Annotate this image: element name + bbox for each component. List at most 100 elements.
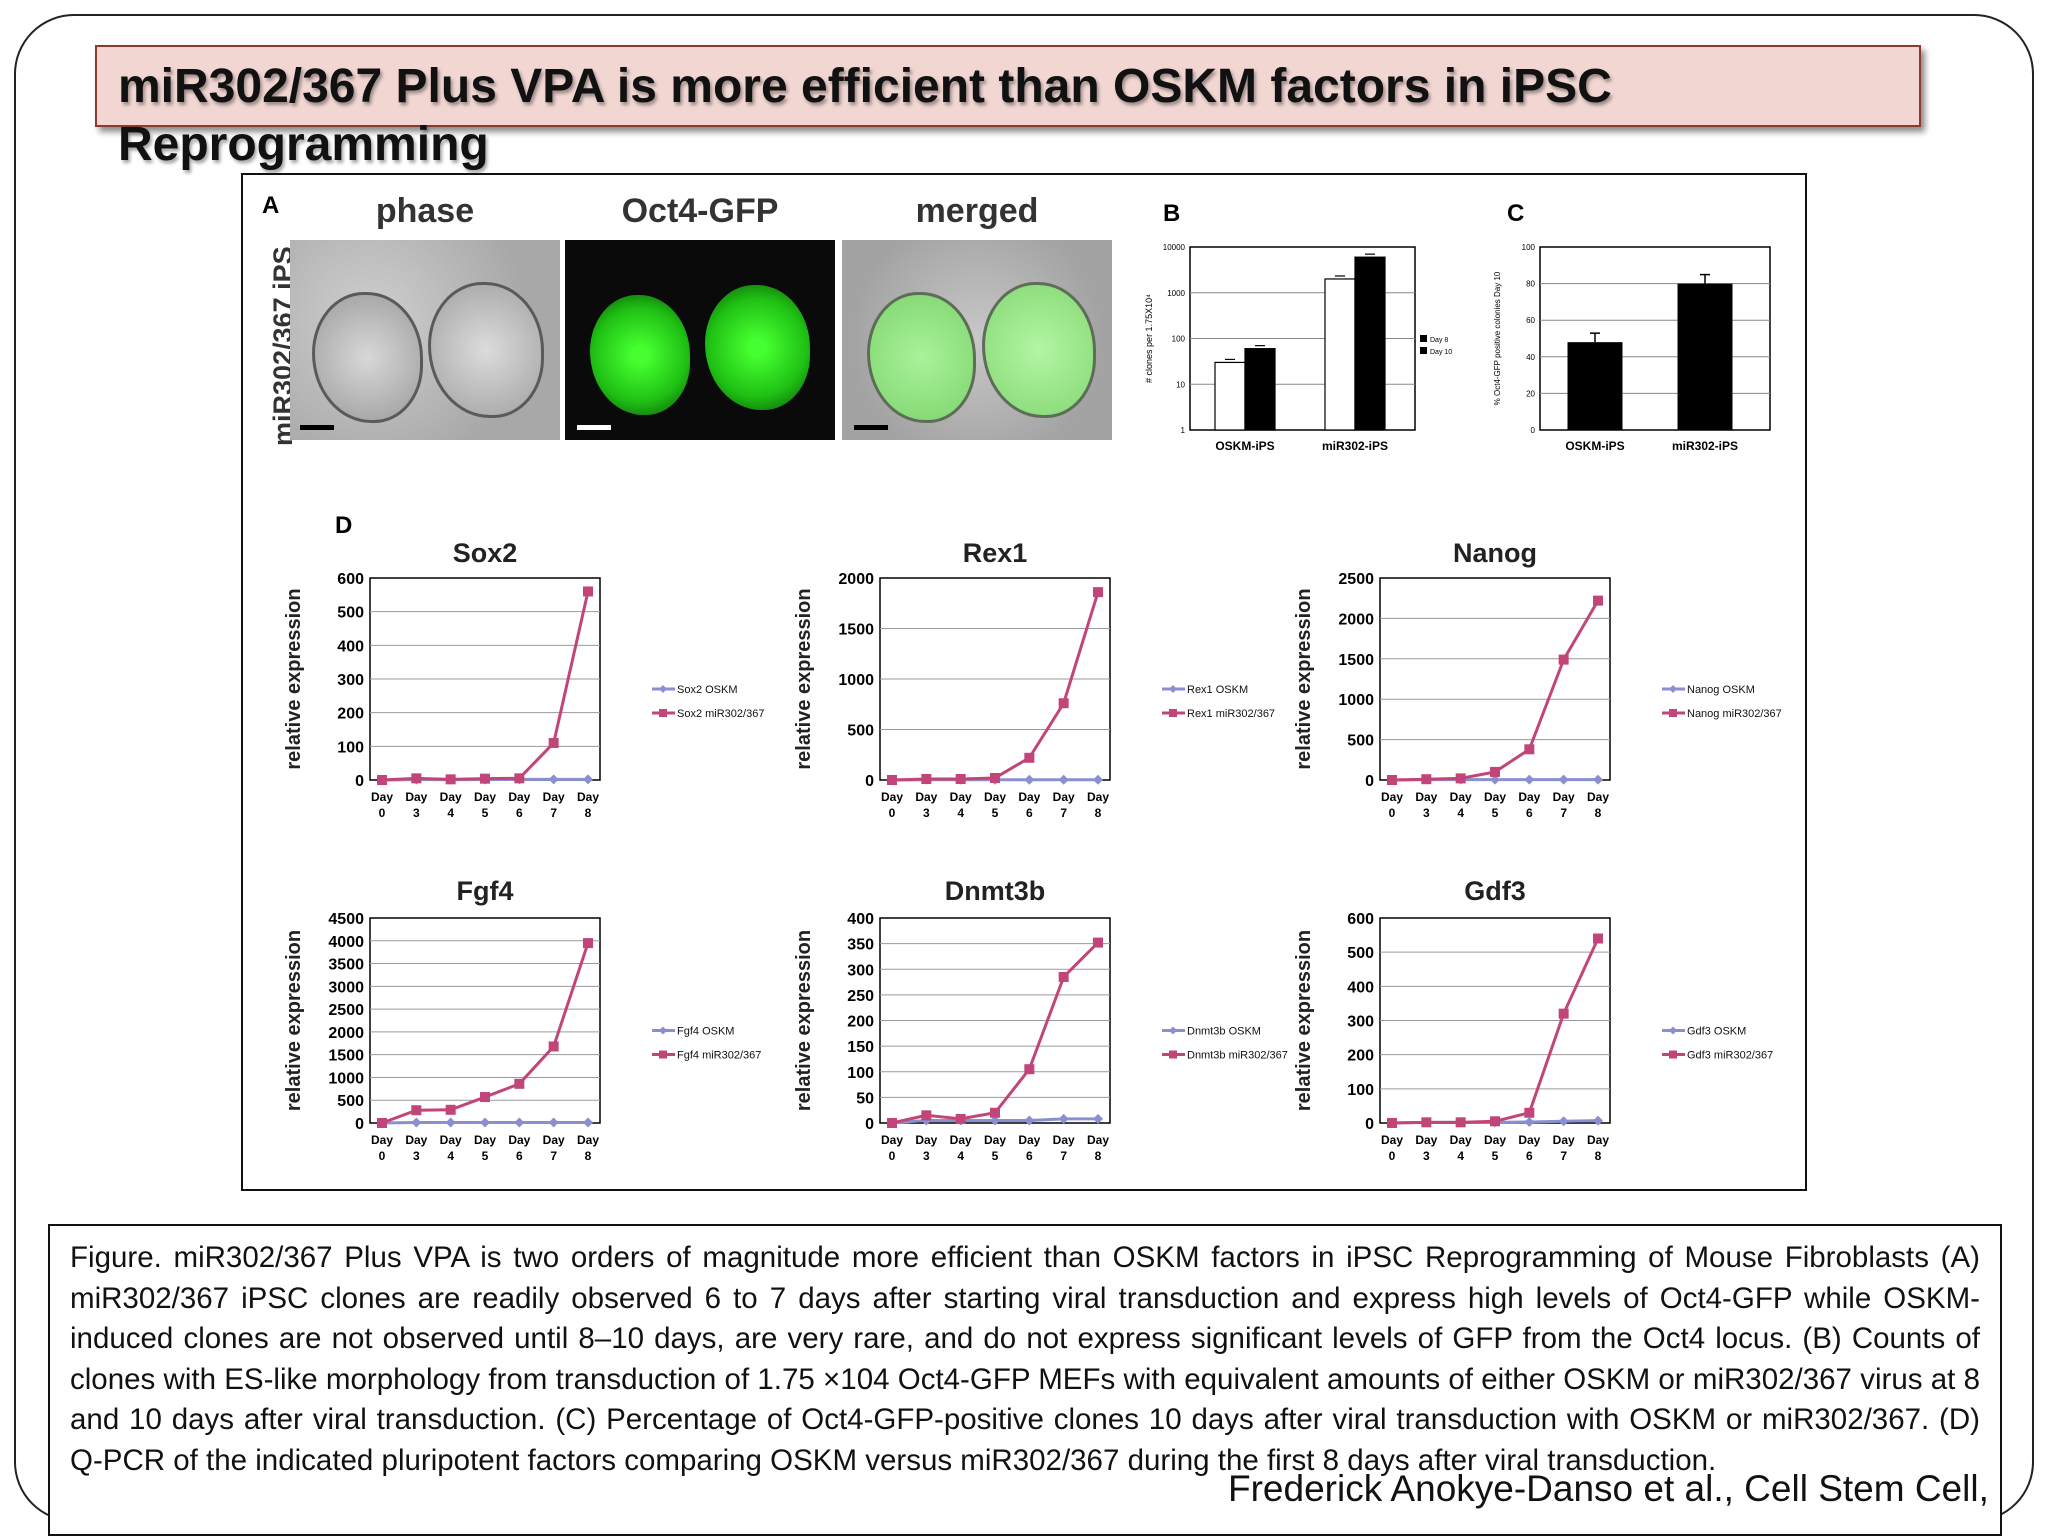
line-chart-xtick-num: 6: [516, 1149, 523, 1163]
line-chart-title: Gdf3: [1464, 876, 1526, 906]
mir-point: [1387, 775, 1397, 785]
line-chart-ytick: 200: [1347, 1048, 1374, 1065]
dnmt3b-chart: Dnmt3b 0 50 100 150 200 250 300 350 400 Day 0 Day 3 Da…: [793, 876, 1288, 1163]
panel-c-letter: C: [1507, 200, 1525, 227]
line-chart-ytick: 150: [847, 1039, 874, 1056]
line-chart-ylabel: relative expression: [793, 930, 815, 1111]
legend-swatch-marker: [1169, 1050, 1177, 1059]
line-chart-xtick-day: Day: [405, 790, 427, 804]
legend-swatch-marker: [1169, 685, 1177, 693]
line-chart-xtick-day: Day: [915, 790, 937, 804]
line-chart-ytick: 500: [1347, 945, 1374, 962]
line-chart-xtick-day: Day: [1087, 790, 1109, 804]
line-chart-xtick-num: 5: [1492, 1149, 1499, 1163]
mir-point: [1593, 933, 1603, 944]
line-chart-ytick: 400: [1347, 979, 1374, 996]
line-chart-xtick-day: Day: [1587, 1133, 1609, 1147]
oskm-point: [1593, 774, 1603, 785]
line-chart-xtick-day: Day: [1018, 1133, 1040, 1147]
oskm-point: [514, 1117, 525, 1128]
line-chart-xtick-day: Day: [915, 1133, 937, 1147]
line-chart-xtick-day: Day: [1381, 790, 1403, 804]
oskm-point: [1058, 774, 1069, 785]
line-chart-xtick-num: 4: [447, 806, 454, 820]
panel-c-ylabel: % Oct4-GFP positive colonies Day 10: [1493, 271, 1502, 405]
line-chart-ylabel: relative expression: [283, 588, 305, 769]
panel-c-bar: [1567, 342, 1623, 430]
line-chart-xtick-day: Day: [508, 790, 530, 804]
line-chart-xtick-num: 7: [1560, 806, 1567, 820]
line-chart-xtick-day: Day: [1018, 790, 1040, 804]
mir-point: [1387, 1118, 1397, 1128]
merged-micrograph: [842, 240, 1112, 440]
legend-label: Sox2 OSKM: [677, 684, 738, 696]
line-chart-ytick: 1000: [838, 672, 874, 689]
line-chart-xtick-day: Day: [1484, 790, 1506, 804]
panel-c-ytick: 80: [1526, 280, 1535, 289]
phase-label: phase: [375, 192, 475, 230]
line-chart-xtick-day: Day: [950, 790, 972, 804]
mir-point: [548, 737, 559, 748]
oskm-point: [1524, 1116, 1535, 1127]
line-chart-xtick-num: 6: [516, 806, 523, 820]
line-chart-xtick-num: 8: [1595, 1149, 1602, 1163]
line-chart-xtick-day: Day: [1381, 1133, 1403, 1147]
oskm-point: [1490, 774, 1500, 785]
line-chart-ytick: 0: [355, 773, 364, 790]
line-chart-xtick-day: Day: [577, 1133, 599, 1147]
line-chart-xtick-num: 3: [413, 1149, 420, 1163]
line-chart-ytick: 100: [337, 739, 364, 756]
line-chart-xtick-num: 7: [1060, 806, 1067, 820]
line-chart-xtick-num: 0: [1389, 1149, 1396, 1163]
line-chart-ytick: 300: [847, 962, 874, 979]
gfp-micrograph: [565, 240, 835, 440]
line-chart-ytick: 2500: [1338, 571, 1374, 588]
panel-c-ytick: 60: [1526, 316, 1535, 325]
line-chart-xtick-day: Day: [543, 790, 565, 804]
mir-point: [514, 773, 525, 784]
panel-b-category-label: OSKM-iPS: [1215, 439, 1274, 453]
line-chart-xtick-day: Day: [371, 1133, 393, 1147]
panel-b-legend-label: Day 10: [1430, 349, 1452, 356]
mir-point: [921, 1110, 932, 1121]
mir-point: [1421, 1117, 1432, 1128]
line-chart-xtick-num: 8: [1595, 806, 1602, 820]
line-chart-ytick: 200: [847, 1014, 874, 1031]
oskm-point: [1058, 1113, 1069, 1124]
line-chart-xtick-day: Day: [1553, 790, 1575, 804]
line-chart-ytick: 300: [1347, 1014, 1374, 1031]
line-chart-xtick-day: Day: [577, 790, 599, 804]
panel-b-ytick: 1000: [1167, 289, 1185, 298]
legend-swatch-marker: [659, 685, 667, 693]
line-chart-ytick: 500: [1347, 733, 1374, 750]
line-chart-xtick-num: 5: [992, 806, 999, 820]
mir-point: [1093, 587, 1103, 598]
legend-swatch-marker: [659, 709, 667, 717]
oskm-point: [990, 1115, 1000, 1126]
panel-b-legend-label: Day 8: [1430, 337, 1448, 344]
mir-point: [445, 774, 456, 785]
line-chart-ytick: 0: [1365, 1116, 1374, 1133]
panel-a-letter: A: [262, 192, 280, 219]
legend-swatch-marker: [1169, 1026, 1177, 1035]
line-chart-title: Rex1: [963, 538, 1028, 568]
line-chart-xtick-num: 6: [1026, 806, 1033, 820]
legend-swatch-marker: [1669, 709, 1677, 717]
line-chart-xtick-num: 8: [585, 1149, 592, 1163]
mir-point: [583, 938, 593, 949]
mir-point: [921, 773, 932, 784]
oskm-point: [1558, 1116, 1569, 1127]
line-chart-ytick: 400: [847, 911, 874, 928]
panel-c-bar: [1677, 283, 1733, 430]
mir-point: [1524, 1107, 1535, 1118]
legend-label: Fgf4 OSKM: [677, 1026, 734, 1038]
citation: Frederick Anokye-Danso et al., Cell Stem…: [1228, 1468, 1989, 1509]
line-chart-ytick: 0: [865, 1116, 874, 1133]
line-chart-ytick: 2500: [328, 1002, 364, 1019]
line-chart-xtick-day: Day: [1087, 1133, 1109, 1147]
oskm-point: [1024, 1115, 1035, 1126]
line-chart-xtick-num: 8: [1095, 1149, 1102, 1163]
line-chart-xtick-num: 6: [1026, 1149, 1033, 1163]
line-chart-ytick: 1500: [1338, 652, 1374, 669]
mir-point: [377, 775, 387, 785]
